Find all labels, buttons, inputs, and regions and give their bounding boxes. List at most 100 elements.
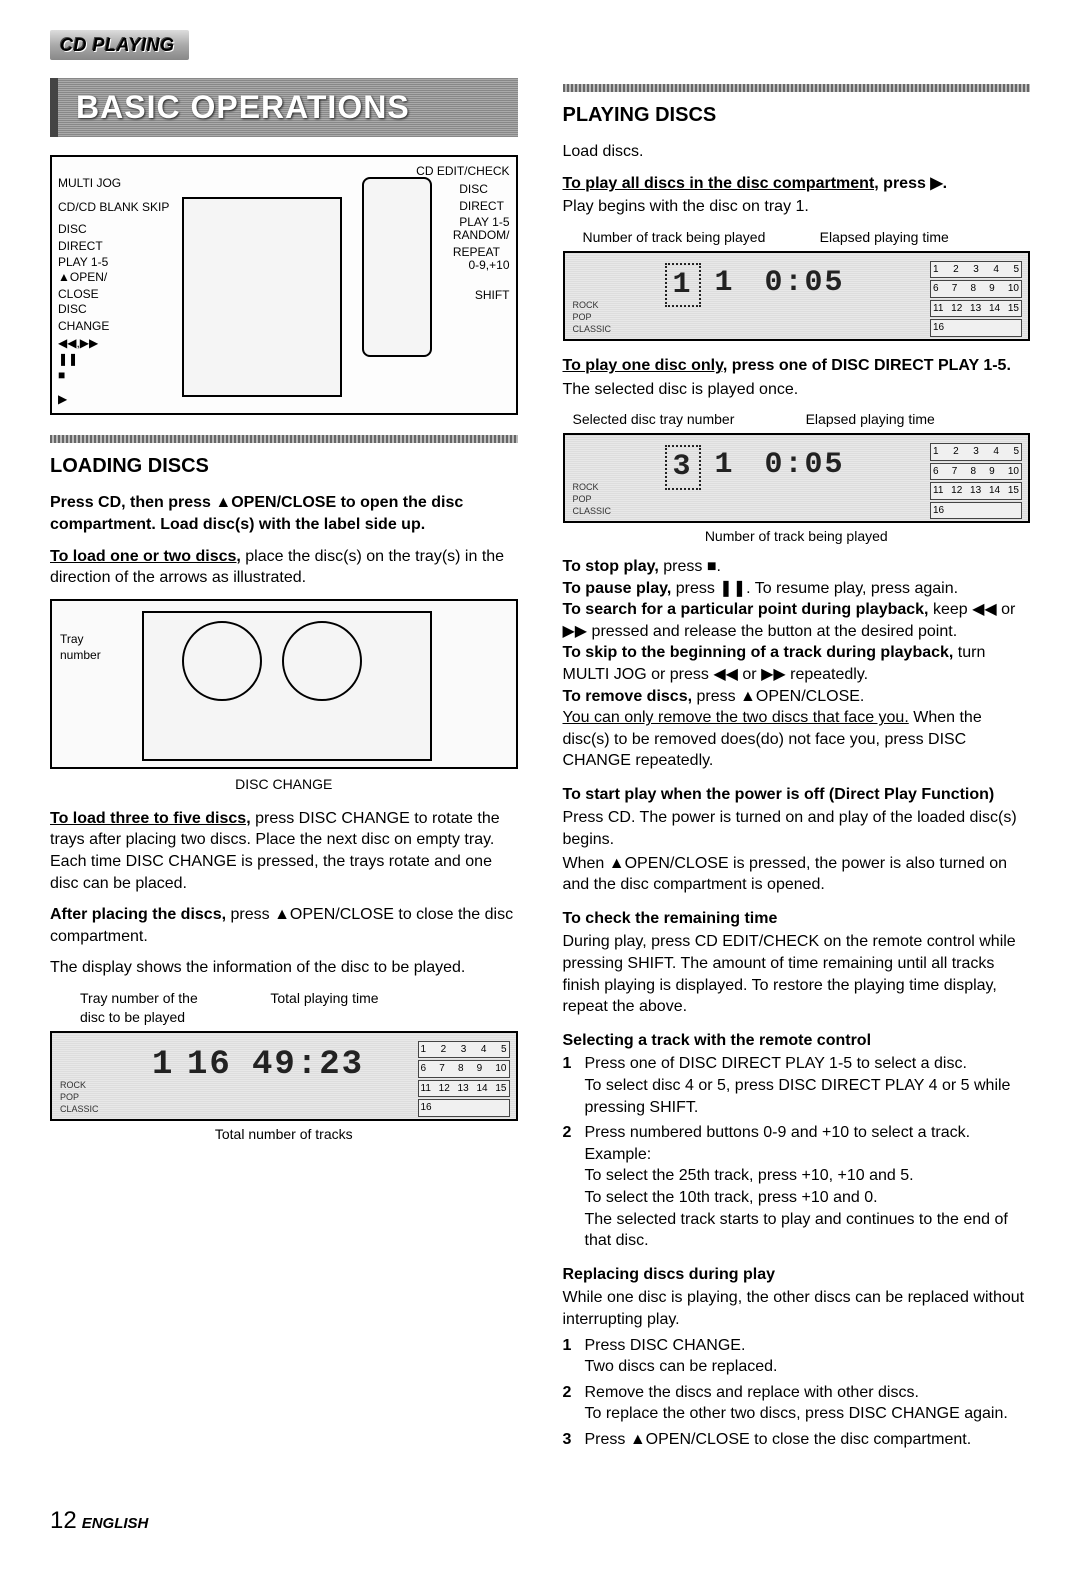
lcd-one-cap-bottom: Number of track being played [705,527,888,546]
play-one-text: The selected disc is played once. [563,379,1031,401]
lcd1-track-grid: 12345 678910 1112131415 16 [418,1041,510,1119]
label-random: RANDOM/ REPEAT [453,227,510,259]
label-disc-change: DISC CHANGE [58,301,109,333]
after-placing-label: After placing the discs, [50,906,226,923]
lcd-all-caps: Number of track being played Elapsed pla… [563,228,1031,247]
stop-label: To stop play, [563,558,659,575]
pause-tail: press ❚❚. To resume play, press again. [671,580,958,597]
label-stop: ■ [58,367,65,383]
play-one-label: To play one disc only, [563,357,728,374]
label-play: ▶ [58,391,67,407]
select-s2b: Example: [585,1146,652,1163]
tray-diagram: Tray number [50,599,518,769]
replace-s3: Press ▲OPEN/CLOSE to close the disc comp… [585,1431,972,1448]
load-discs: Load discs. [563,141,1031,163]
lcd1-cap-right: Total playing time [260,989,517,1027]
lcd1-total-tracks-cap: Total number of tracks [215,1125,353,1144]
lcd-all-track: 1 [715,263,735,304]
replace-s2a: Remove the discs and replace with other … [585,1384,919,1401]
lcd1-time: 49:23 [252,1043,364,1089]
section-tab: CD PLAYING [50,30,189,60]
label-shift: SHIFT [475,287,510,303]
lcd-one-caps: Selected disc tray number Elapsed playin… [563,410,1031,429]
select-steps: 1 Press one of DISC DIRECT PLAY 1-5 to s… [563,1053,1031,1251]
select-s1a: Press one of DISC DIRECT PLAY 1-5 to sel… [585,1055,967,1072]
lcd-one-tray: 3 [665,445,701,490]
lcd-all-eq-classic: CLASSIC [573,323,612,335]
disc-change-caption: DISC CHANGE [50,775,518,794]
playing-discs-heading: PLAYING DISCS [563,102,1031,129]
lcd-one-eq-rock: ROCK [573,481,599,493]
direct-play-t2: When ▲OPEN/CLOSE is pressed, the power i… [563,853,1031,896]
after-placing: After placing the discs, press ▲OPEN/CLO… [50,904,518,947]
select-s1b: To select disc 4 or 5, press DISC DIRECT… [585,1077,1011,1116]
replacing-intro: While one disc is playing, the other dis… [563,1287,1031,1330]
replacing-heading: Replacing discs during play [563,1264,1031,1286]
tray-number-label: Tray number [60,631,101,663]
play-all: To play all discs in the disc compartmen… [563,173,1031,195]
page-footer: 12 ENGLISH [50,1505,1030,1537]
lcd-display-1: 1 16 49:23 ROCK POP CLASSIC 12345 678910… [50,1031,518,1121]
divider-right [563,84,1031,92]
load-one-two: To load one or two discs, place the disc… [50,546,518,589]
page-columns: BASIC OPERATIONS MULTI JOG CD/CD BLANK S… [50,78,1030,1454]
lcd-all-eq-rock: ROCK [573,299,599,311]
lcd1-cap-bottom: Total number of tracks [50,1125,518,1144]
select-track-heading: Selecting a track with the remote contro… [563,1030,1031,1052]
label-seek: ◀◀,▶▶ [58,335,98,351]
right-column: PLAYING DISCS Load discs. To play all di… [563,78,1031,1454]
remove-note: You can only remove the two discs that f… [563,709,909,726]
left-column: BASIC OPERATIONS MULTI JOG CD/CD BLANK S… [50,78,518,1454]
play-all-tail: press ▶. [879,175,947,192]
stop-tail: press ■. [659,558,721,575]
play-one-tail: press one of DISC DIRECT PLAY 1-5. [727,357,1011,374]
lcd-one-track: 1 [715,445,735,486]
basic-operations-banner: BASIC OPERATIONS [50,78,518,137]
lcd-all-eq-pop: POP [573,311,592,323]
lcd-all-tray: 1 [665,263,701,308]
select-s2a: Press numbered buttons 0-9 and +10 to se… [585,1124,971,1141]
replace-steps: 1 Press DISC CHANGE. Two discs can be re… [563,1335,1031,1451]
lcd-one-cap-left: Selected disc tray number [563,410,806,429]
lcd1-cap-left: Tray number of the disc to be played [50,989,260,1027]
lcd-all-cap-left: Number of track being played [563,228,820,247]
play-one: To play one disc only, press one of DISC… [563,355,1031,377]
label-cd-blank-skip: CD/CD BLANK SKIP [58,199,169,215]
lcd-one-eq-classic: CLASSIC [573,505,612,517]
load-one-two-label: To load one or two discs, [50,548,241,565]
lcd1-eq-rock: ROCK [60,1079,86,1091]
lcd-one-eq-pop: POP [573,493,592,505]
divider [50,435,518,443]
lcd1-tray: 1 [152,1043,174,1089]
label-open-close: ▲OPEN/ CLOSE [58,269,107,301]
label-numbers: 0-9,+10 [468,257,509,273]
lcd1-eq-pop: POP [60,1091,79,1103]
lcd-one-cap-right: Elapsed playing time [806,410,1030,429]
play-all-label: To play all discs in the disc compartmen… [563,175,879,192]
lcd-all-cap-right: Elapsed playing time [820,228,1030,247]
search-label: To search for a particular point during … [563,601,929,618]
lcd-one-cap-bottom-row: Number of track being played [563,527,1031,546]
lcd1-tracks: 16 [187,1043,232,1089]
direct-play-heading: To start play when the power is off (Dir… [563,784,1031,806]
pause-label: To pause play, [563,580,672,597]
lcd-display-all: 1 1 0:05 ROCK POP CLASSIC 12345 678910 1… [563,251,1031,341]
lcd-all-track-grid: 12345 678910 1112131415 16 [930,261,1022,339]
load-three-five-label: To load three to five discs, [50,810,251,827]
lcd-one-track-grid: 12345 678910 1112131415 16 [930,443,1022,521]
lcd-display-one: 3 1 0:05 ROCK POP CLASSIC 12345 678910 1… [563,433,1031,523]
load-three-five: To load three to five discs, press DISC … [50,808,518,894]
lcd-one-time: 0:05 [765,445,845,486]
main-device-diagram: MULTI JOG CD/CD BLANK SKIP DISC DIRECT P… [50,155,518,415]
label-disc-direct-right: DISC DIRECT PLAY 1-5 [459,181,509,230]
remove-label: To remove discs, [563,688,693,705]
remove-tail: press ▲OPEN/CLOSE. [692,688,864,705]
replace-s2b: To replace the other two discs, press DI… [585,1405,1008,1422]
after-placing-2: The display shows the information of the… [50,957,518,979]
direct-play-t1: Press CD. The power is turned on and pla… [563,807,1031,850]
play-all-text: Play begins with the disc on tray 1. [563,196,1031,218]
label-pause: ❚❚ [58,351,78,367]
skip-label: To skip to the beginning of a track duri… [563,644,954,661]
page-language: ENGLISH [82,1515,149,1532]
remaining-time-text: During play, press CD EDIT/CHECK on the … [563,931,1031,1017]
